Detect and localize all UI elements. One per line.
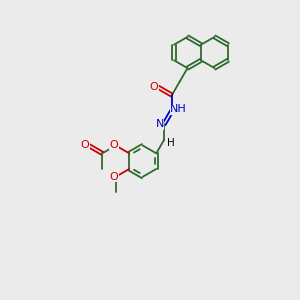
Text: O: O [81,140,89,150]
Text: N: N [155,119,164,129]
Text: O: O [149,82,158,92]
Text: H: H [167,138,175,148]
Text: O: O [109,172,118,182]
Text: O: O [109,140,118,150]
Text: NH: NH [170,104,187,114]
